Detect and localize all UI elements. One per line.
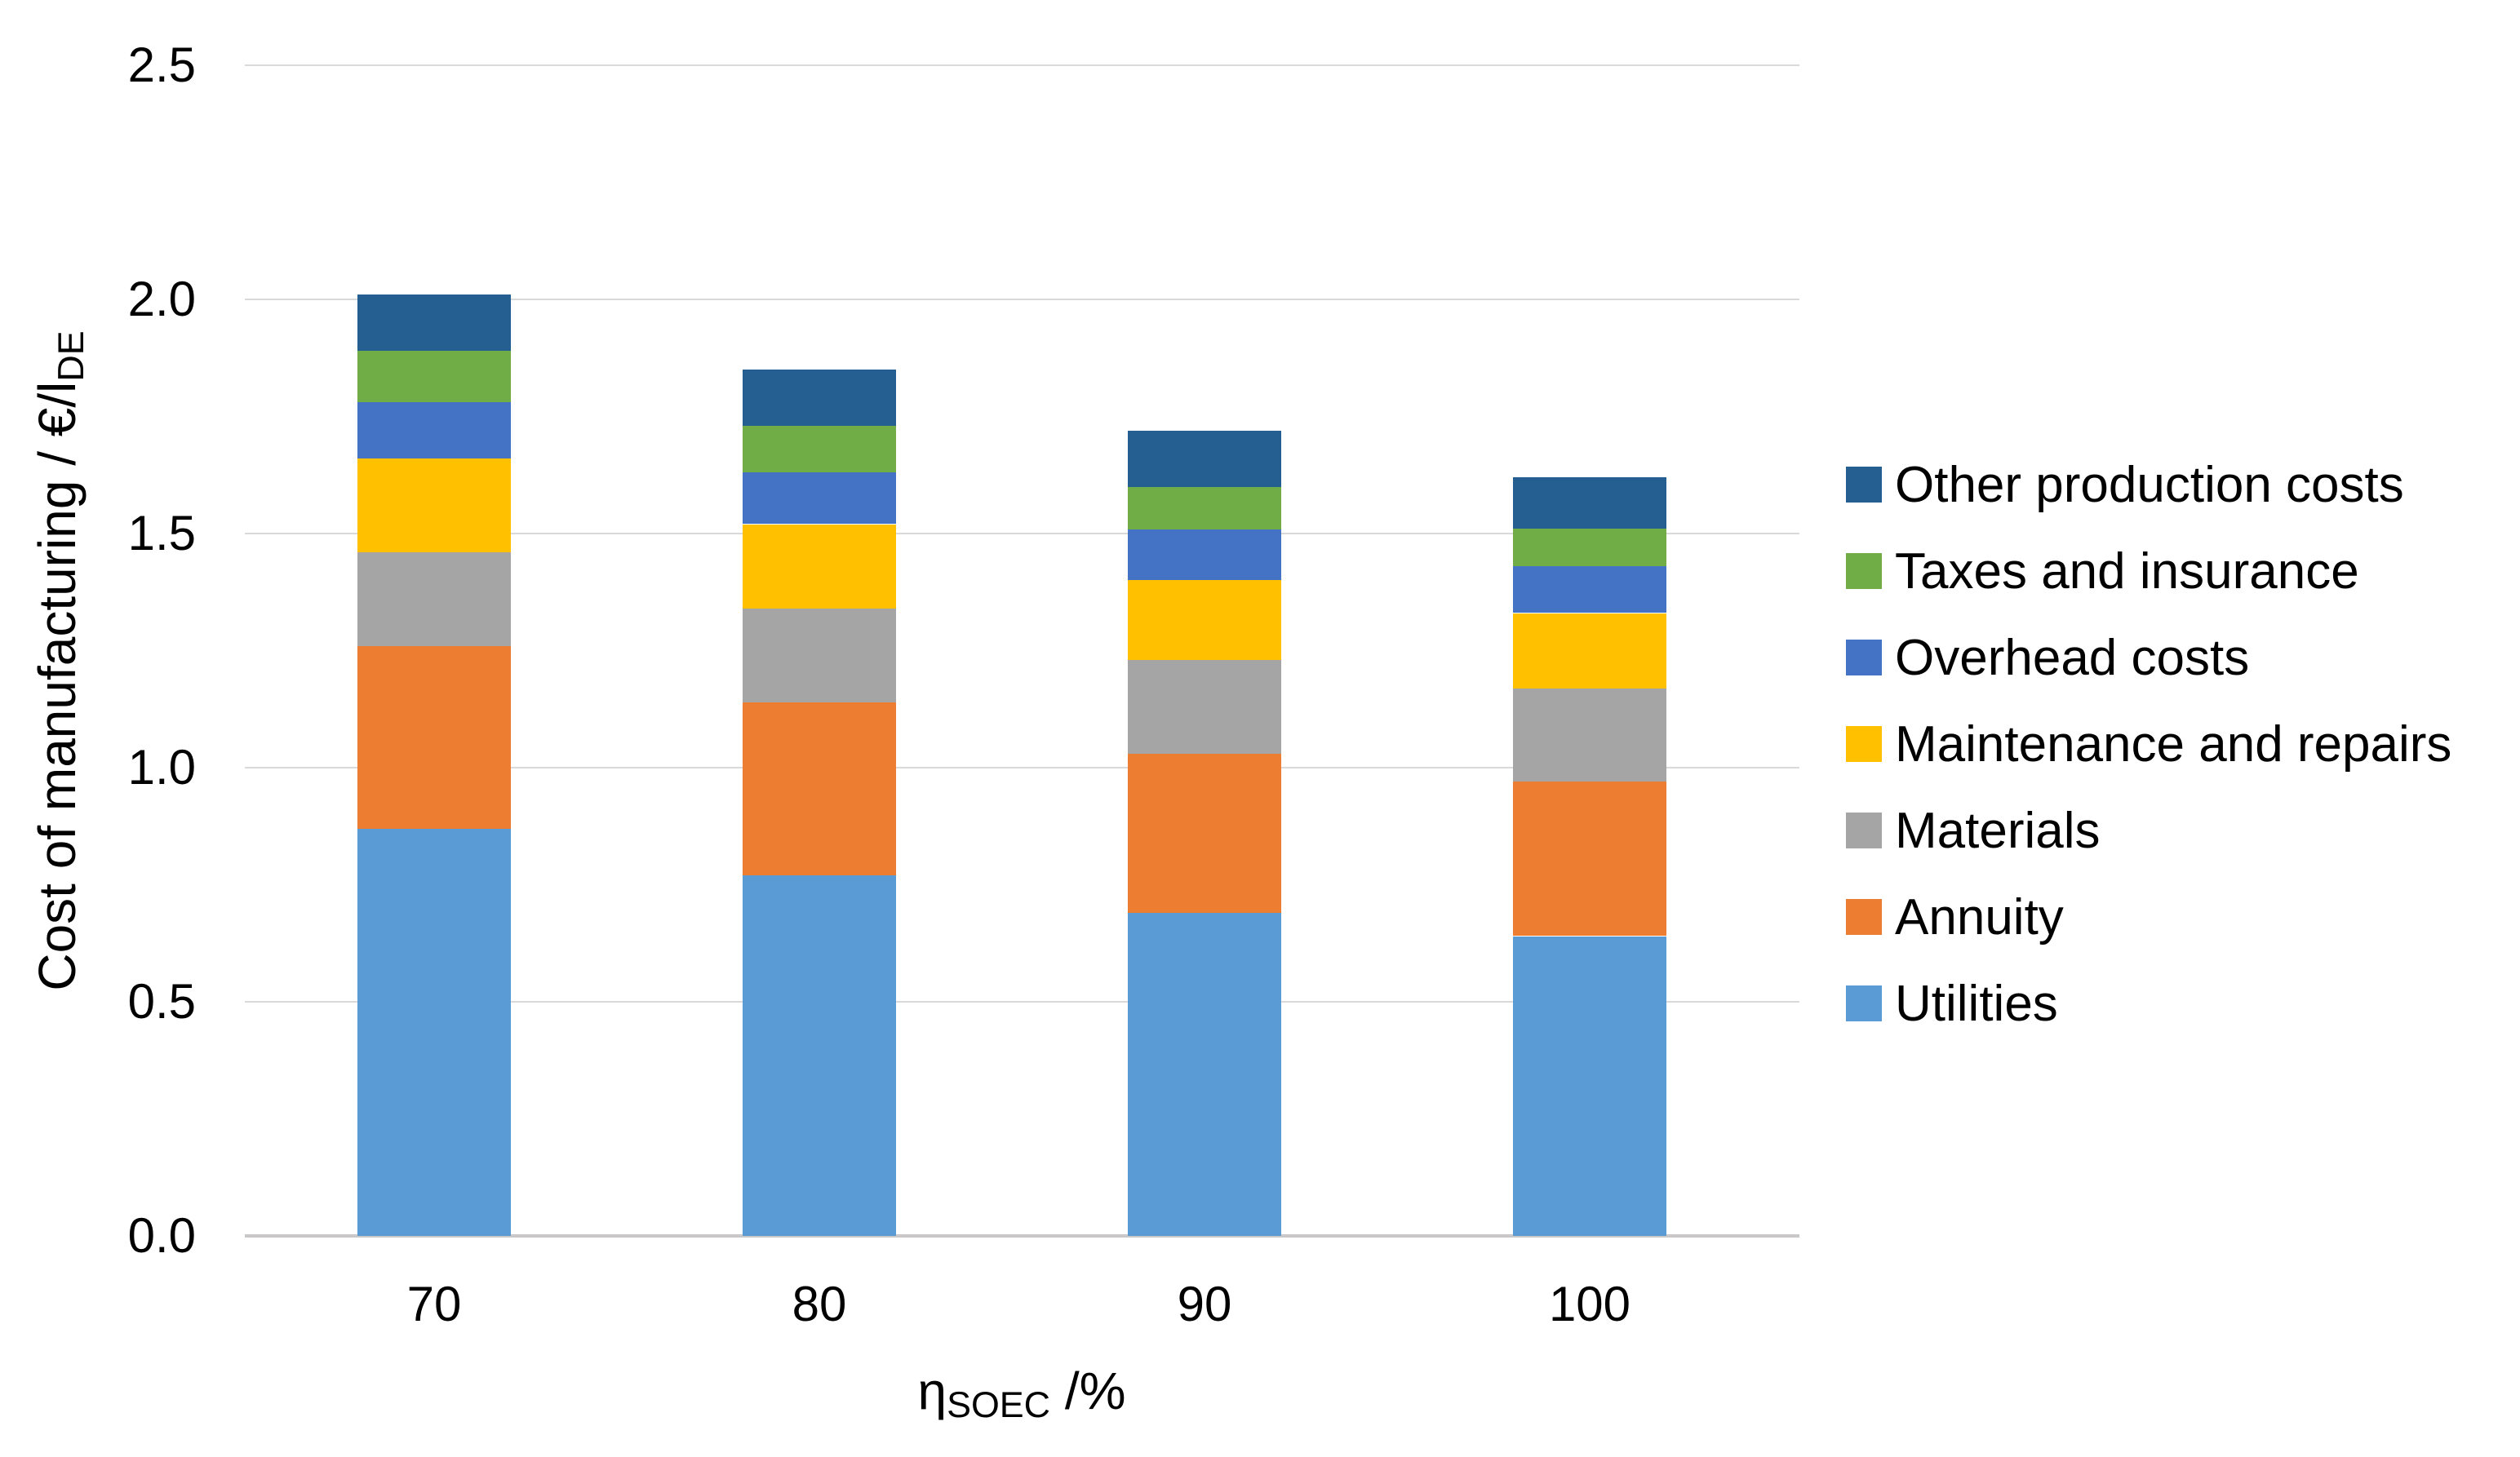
legend-swatch-icon [1846, 467, 1882, 503]
legend-label: Taxes and insurance [1895, 542, 2359, 600]
bar-segment-annuity-80 [743, 702, 896, 875]
legend-swatch-icon [1846, 640, 1882, 675]
legend-swatch-icon [1846, 985, 1882, 1021]
bar-segment-overhead-costs-90 [1128, 529, 1281, 581]
x-axis-title-symbol: η [917, 1362, 947, 1420]
bar-segment-annuity-90 [1128, 753, 1281, 913]
x-axis-tick-label: 70 [406, 1277, 462, 1331]
bar-segment-taxes-and-insurance-100 [1513, 529, 1666, 567]
bar-segment-utilities-90 [1128, 912, 1281, 1236]
legend-label: Utilities [1895, 975, 2058, 1032]
y-axis-tick-label: 2.0 [127, 272, 196, 326]
gridline [245, 767, 1799, 768]
bar-segment-overhead-costs-80 [743, 472, 896, 525]
x-axis-tick-label: 100 [1548, 1277, 1631, 1331]
x-axis-line [245, 1234, 1799, 1238]
bar-segment-materials-100 [1513, 688, 1666, 782]
x-axis-tick-label: 80 [792, 1277, 847, 1331]
gridline [245, 533, 1799, 534]
bar-segment-overhead-costs-70 [357, 402, 511, 459]
legend-swatch-icon [1846, 553, 1882, 589]
legend-label: Other production costs [1895, 456, 2404, 513]
y-axis-title-text: Cost of manufacturing / €/l [28, 381, 87, 991]
x-axis-title-suffix: /% [1050, 1362, 1126, 1420]
gridline [245, 1001, 1799, 1003]
legend-item-taxes-and-insurance: Taxes and insurance [1846, 528, 2451, 614]
bar-segment-other-production-costs-80 [743, 370, 896, 427]
bar-segment-materials-90 [1128, 659, 1281, 754]
y-axis-tick-label: 0.0 [127, 1208, 196, 1263]
legend-item-utilities: Utilities [1846, 960, 2451, 1047]
y-axis-tick-label: 0.5 [127, 974, 196, 1029]
bar-segment-taxes-and-insurance-80 [743, 425, 896, 472]
y-axis-title-subscript: DE [50, 330, 91, 382]
bar-segment-other-production-costs-90 [1128, 430, 1281, 487]
bar-segment-materials-80 [743, 608, 896, 702]
legend-label: Maintenance and repairs [1895, 715, 2452, 773]
bar-segment-maintenance-and-repairs-90 [1128, 580, 1281, 661]
legend: Other production costs Taxes and insuranc… [1846, 441, 2451, 1047]
legend-label: Overhead costs [1895, 629, 2250, 686]
y-axis-tick-label: 1.5 [127, 506, 196, 560]
bar-segment-taxes-and-insurance-70 [357, 351, 511, 403]
gridline [245, 64, 1799, 66]
bar-segment-utilities-100 [1513, 936, 1666, 1236]
legend-item-overhead-costs: Overhead costs [1846, 614, 2451, 701]
legend-swatch-icon [1846, 899, 1882, 935]
bar-segment-other-production-costs-70 [357, 294, 511, 352]
y-axis-tick-label: 1.0 [127, 740, 196, 795]
bar-segment-overhead-costs-100 [1513, 566, 1666, 613]
bar-segment-maintenance-and-repairs-80 [743, 524, 896, 609]
legend-item-other-production-costs: Other production costs [1846, 441, 2451, 528]
bar-segment-taxes-and-insurance-90 [1128, 486, 1281, 529]
x-axis-tick-label: 90 [1177, 1277, 1232, 1331]
legend-item-materials: Materials [1846, 787, 2451, 874]
bar-segment-annuity-70 [357, 645, 511, 829]
legend-swatch-icon [1846, 726, 1882, 762]
bar-segment-utilities-80 [743, 875, 896, 1237]
bar-segment-utilities-70 [357, 828, 511, 1236]
y-axis-title: Cost of manufacturing / €/lDE [27, 330, 91, 991]
bar-segment-maintenance-and-repairs-100 [1513, 613, 1666, 689]
bar-segment-annuity-100 [1513, 782, 1666, 937]
bar-segment-other-production-costs-100 [1513, 477, 1666, 529]
legend-label: Materials [1895, 802, 2101, 859]
legend-item-maintenance-and-repairs: Maintenance and repairs [1846, 701, 2451, 787]
bar-segment-materials-70 [357, 551, 511, 646]
legend-label: Annuity [1895, 888, 2064, 946]
gridline [245, 299, 1799, 300]
y-axis-tick-label: 2.5 [127, 38, 196, 92]
bar-segment-maintenance-and-repairs-70 [357, 458, 511, 553]
legend-item-annuity: Annuity [1846, 874, 2451, 960]
x-axis-title-subscript: SOEC [947, 1384, 1051, 1425]
legend-swatch-icon [1846, 813, 1882, 848]
x-axis-title: ηSOEC /% [917, 1361, 1126, 1425]
